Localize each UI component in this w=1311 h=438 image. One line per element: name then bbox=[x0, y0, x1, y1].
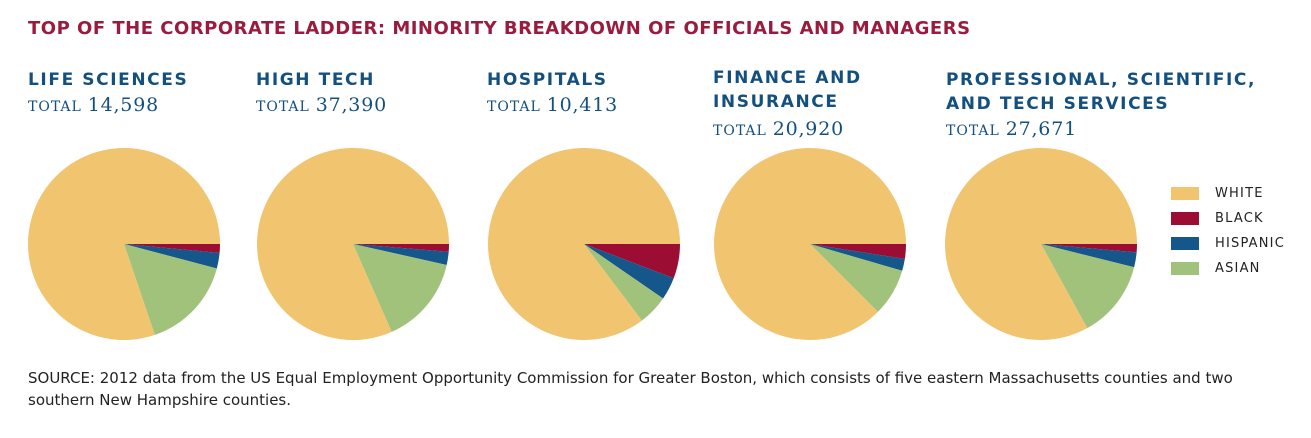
pie-chart-professional-services bbox=[945, 148, 1137, 341]
total-label: TOTAL bbox=[946, 123, 1000, 139]
pie-title-high-tech: HIGH TECH bbox=[256, 68, 375, 92]
pie-slice-hispanic bbox=[353, 244, 449, 265]
pie-slice-hispanic bbox=[584, 244, 674, 299]
total-label: TOTAL bbox=[256, 99, 310, 115]
pie-total-life-sciences: TOTAL 14,598 bbox=[28, 94, 159, 116]
pie-slice-asian bbox=[353, 244, 447, 332]
pie-title-line: AND TECH SERVICES bbox=[946, 94, 1170, 114]
pie-total-finance-insurance: TOTAL 20,920 bbox=[713, 118, 844, 140]
pie-slice-hispanic bbox=[124, 244, 220, 269]
total-label: TOTAL bbox=[487, 99, 541, 115]
pie-total-hospitals: TOTAL 10,413 bbox=[487, 94, 618, 116]
pie-slice-asian bbox=[1041, 244, 1135, 329]
total-value: 10,413 bbox=[546, 94, 618, 116]
chart-title: TOP OF THE CORPORATE LADDER: MINORITY BR… bbox=[28, 18, 971, 39]
legend-label-black: BLACK bbox=[1215, 211, 1264, 226]
legend-swatch-white bbox=[1171, 187, 1199, 200]
total-value: 37,390 bbox=[315, 94, 387, 116]
pie-slice-black bbox=[1041, 244, 1137, 253]
legend-item-hispanic: HISPANIC bbox=[1171, 231, 1285, 256]
pie-chart-finance-insurance bbox=[714, 147, 906, 340]
pie-title-finance-insurance: FINANCE AND INSURANCE bbox=[713, 66, 862, 114]
legend: WHITE BLACK HISPANIC ASIAN bbox=[1171, 181, 1285, 281]
pie-slice-hispanic bbox=[810, 244, 905, 271]
total-value: 27,671 bbox=[1005, 118, 1077, 140]
legend-item-white: WHITE bbox=[1171, 181, 1285, 206]
legend-label-asian: ASIAN bbox=[1215, 261, 1261, 276]
total-value: 14,598 bbox=[87, 94, 159, 116]
pie-title-life-sciences: LIFE SCIENCES bbox=[28, 68, 188, 92]
pie-chart-high-tech bbox=[257, 147, 449, 340]
pie-title-professional-services: PROFESSIONAL, SCIENTIFIC, AND TECH SERVI… bbox=[946, 68, 1256, 116]
pie-title-line: PROFESSIONAL, SCIENTIFIC, bbox=[946, 70, 1256, 90]
pie-title-line: INSURANCE bbox=[713, 92, 839, 112]
pie-chart-life-sciences bbox=[28, 147, 221, 340]
pie-slice-white bbox=[714, 147, 906, 340]
pie-slice-asian bbox=[584, 244, 664, 321]
source-note: SOURCE: 2012 data from the US Equal Empl… bbox=[28, 369, 1233, 409]
pie-slice-black bbox=[353, 244, 449, 252]
legend-swatch-asian bbox=[1171, 262, 1199, 275]
total-label: TOTAL bbox=[28, 99, 82, 115]
total-value: 20,920 bbox=[772, 118, 844, 140]
pie-title-line: LIFE SCIENCES bbox=[28, 70, 189, 90]
pie-slice-asian bbox=[124, 244, 217, 335]
pie-title-line: HIGH TECH bbox=[256, 70, 375, 90]
legend-swatch-hispanic bbox=[1171, 237, 1199, 250]
pie-slice-white bbox=[945, 148, 1137, 341]
pie-slice-asian bbox=[810, 244, 903, 312]
pie-slice-white bbox=[488, 148, 680, 341]
pie-slice-white bbox=[257, 147, 449, 340]
legend-item-black: BLACK bbox=[1171, 206, 1285, 231]
pie-slice-black bbox=[124, 244, 220, 254]
legend-label-hispanic: HISPANIC bbox=[1215, 236, 1285, 251]
pie-slice-black bbox=[810, 244, 906, 260]
pie-title-line: HOSPITALS bbox=[487, 70, 608, 90]
pie-title-line: FINANCE AND bbox=[713, 68, 862, 88]
pie-slice-black bbox=[584, 244, 680, 279]
pie-title-hospitals: HOSPITALS bbox=[487, 68, 608, 92]
pie-total-professional-services: TOTAL 27,671 bbox=[946, 118, 1077, 140]
pie-chart-hospitals bbox=[488, 148, 680, 341]
legend-swatch-black bbox=[1171, 212, 1199, 225]
total-label: TOTAL bbox=[713, 123, 767, 139]
pie-total-high-tech: TOTAL 37,390 bbox=[256, 94, 387, 116]
pie-slice-hispanic bbox=[1041, 244, 1137, 268]
pie-slice-white bbox=[28, 147, 221, 340]
legend-item-asian: ASIAN bbox=[1171, 256, 1285, 281]
legend-label-white: WHITE bbox=[1215, 186, 1264, 201]
